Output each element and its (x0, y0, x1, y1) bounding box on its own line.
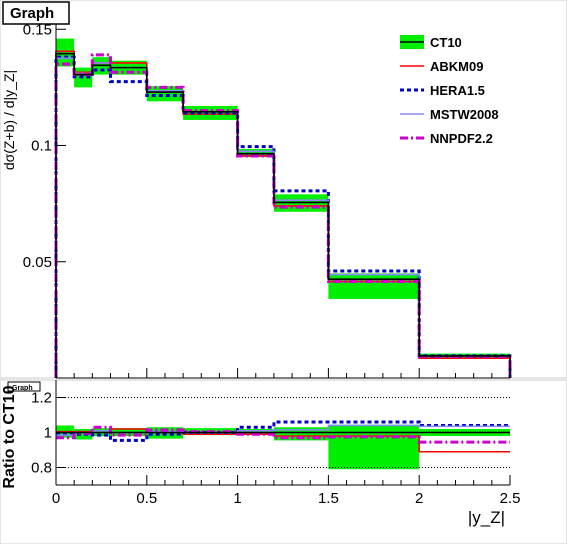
main-band-bin-4 (146, 86, 184, 102)
ratio-y-tick-label-1: 1 (44, 425, 52, 442)
ratio-x-tick-label-0: 0 (52, 490, 60, 507)
legend-label-nnpdf2-2: NNPDF2.2 (430, 131, 493, 146)
ratio-y-axis-title: Ratio to CT10 (1, 385, 18, 488)
main-band-bin-8 (328, 273, 420, 299)
ratio-x-tick-label-5: 2.5 (500, 490, 521, 507)
legend-label-ct10: CT10 (430, 35, 462, 50)
ratio-title-box: Graph (7, 381, 41, 392)
main-y-tick-label-1: 0.1 (31, 138, 52, 155)
legend-label-mstw2008: MSTW2008 (430, 107, 499, 122)
main-series-layer (54, 50, 512, 378)
ratio-y-tick-label-2: 1.2 (31, 390, 52, 407)
main-title: Graph (10, 5, 54, 22)
legend-label-abkm09: ABKM09 (430, 59, 483, 74)
x-axis-title: |y_Z| (468, 508, 505, 527)
legend-label-hera1-5: HERA1.5 (430, 83, 485, 98)
main-y-axis-title: dσ(Z+b) / d|y_Z| (1, 70, 17, 170)
main-series-hera1-5 (54, 55, 512, 378)
main-axes: 0.05 0.1 0.15 (23, 6, 511, 379)
ratio-axes: 0.8 1 1.2 0 0.5 1 1.5 2 2.5 (31, 380, 520, 507)
ratio-x-tick-label-2: 1 (233, 490, 241, 507)
main-panel (0, 0, 567, 379)
ratio-grid-layer (56, 397, 510, 468)
main-y-tick-label-0: 0.05 (23, 254, 52, 271)
ratio-x-tick-label-1: 0.5 (136, 490, 157, 507)
ratio-x-tick-label-4: 2 (415, 490, 423, 507)
main-y-tick-label-2: 0.15 (23, 21, 52, 38)
ratio-series-nnpdf2-2 (56, 425, 510, 444)
main-band-bin-0 (56, 38, 75, 67)
main-series-ct10 (55, 52, 511, 378)
ratio-y-tick-label-0: 0.8 (31, 460, 52, 477)
ratio-title: Graph (12, 385, 33, 392)
ratio-panel (0, 379, 567, 544)
ratio-band-bin-8 (328, 424, 420, 470)
legend: CT10 ABKM09 HERA1.5 MSTW2008 NNPDF2.2 (400, 35, 499, 146)
ratio-series-hera1-5 (56, 420, 510, 442)
ratio-band-bin-1 (74, 429, 93, 440)
main-title-box: Graph (2, 1, 70, 25)
ratio-x-tick-label-3: 1.5 (318, 490, 339, 507)
ratio-series-layer (56, 420, 510, 453)
